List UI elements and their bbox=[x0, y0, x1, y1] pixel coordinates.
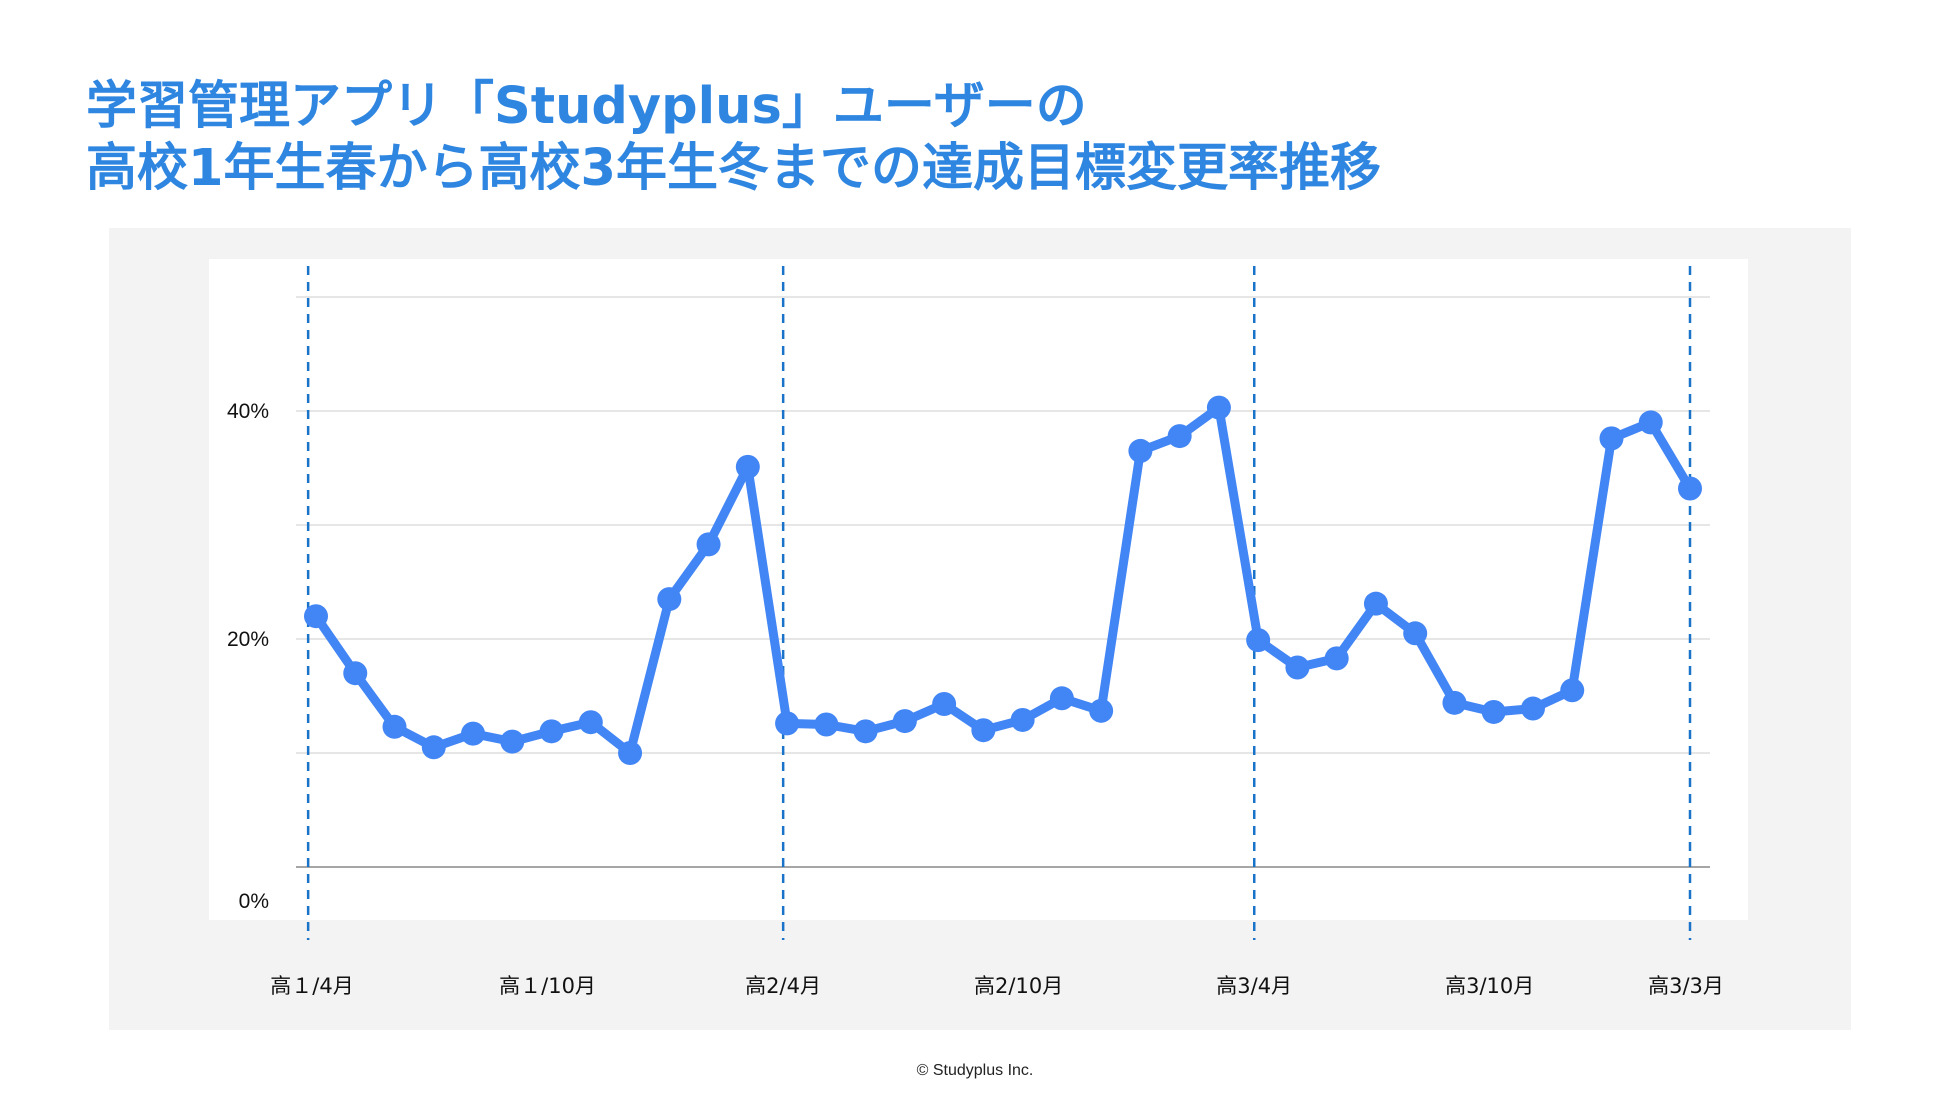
data-point bbox=[814, 712, 839, 737]
data-point bbox=[853, 719, 878, 744]
data-point bbox=[1678, 476, 1702, 501]
data-point bbox=[1560, 678, 1585, 703]
data-point bbox=[932, 691, 957, 716]
data-point bbox=[696, 532, 721, 557]
data-point bbox=[382, 714, 407, 739]
x-tick-label: 高3/4月 bbox=[1216, 974, 1292, 998]
data-point bbox=[578, 710, 603, 735]
x-tick-label: 高１/4月 bbox=[270, 974, 353, 998]
data-point bbox=[971, 718, 996, 743]
data-point bbox=[1363, 591, 1388, 616]
data-point bbox=[1089, 698, 1114, 723]
y-tick-label: 40% bbox=[227, 400, 269, 423]
data-point bbox=[1638, 410, 1663, 435]
data-point bbox=[1599, 426, 1624, 451]
title-line-2: 高校1年生春から高校3年生冬までの達成目標変更率推移 bbox=[86, 139, 1381, 198]
data-point bbox=[343, 661, 368, 686]
data-point bbox=[1520, 696, 1545, 721]
data-point bbox=[1167, 424, 1192, 449]
data-point bbox=[1285, 655, 1310, 680]
data-point bbox=[1442, 690, 1467, 715]
data-point bbox=[1481, 699, 1506, 724]
x-tick-label: 高１/10月 bbox=[499, 974, 596, 998]
y-tick-label: 20% bbox=[227, 628, 269, 651]
x-tick-label: 高3/10月 bbox=[1445, 974, 1534, 998]
data-point bbox=[421, 735, 446, 760]
data-point bbox=[735, 454, 760, 479]
y-axis-tick-labels: 0% 20% 40% bbox=[227, 400, 269, 913]
data-point bbox=[1049, 686, 1074, 711]
data-point bbox=[1128, 438, 1153, 463]
x-axis-tick-labels: 高１/4月 高１/10月 高2/4月 高2/10月 高3/4月 高3/10月 高3/3月 bbox=[270, 974, 1724, 998]
x-tick-label: 高2/10月 bbox=[974, 974, 1063, 998]
data-point bbox=[1246, 628, 1271, 653]
data-point bbox=[461, 721, 486, 746]
copyright-footer: © Studyplus Inc. bbox=[916, 1062, 1034, 1079]
data-point bbox=[1324, 646, 1349, 671]
plot-area bbox=[209, 259, 1748, 920]
page-title: 学習管理アプリ「Studyplus」ユーザーの 高校1年生春から高校3年生冬まで… bbox=[86, 76, 1381, 200]
y-tick-label: 0% bbox=[239, 890, 269, 913]
data-point bbox=[1206, 395, 1231, 420]
x-tick-label: 高3/3月 bbox=[1648, 974, 1724, 998]
title-line-1: 学習管理アプリ「Studyplus」ユーザーの bbox=[86, 77, 1087, 136]
x-tick-label: 高2/4月 bbox=[745, 974, 821, 998]
data-point bbox=[775, 711, 800, 736]
data-point bbox=[539, 719, 564, 744]
series-goal-change-rate bbox=[304, 395, 1702, 765]
data-point bbox=[304, 604, 328, 629]
gridlines bbox=[296, 296, 1710, 868]
data-point bbox=[500, 729, 525, 754]
data-point bbox=[892, 709, 917, 734]
data-point bbox=[1010, 707, 1035, 732]
data-point bbox=[657, 587, 682, 612]
data-point bbox=[618, 741, 643, 765]
data-point bbox=[1403, 621, 1428, 646]
